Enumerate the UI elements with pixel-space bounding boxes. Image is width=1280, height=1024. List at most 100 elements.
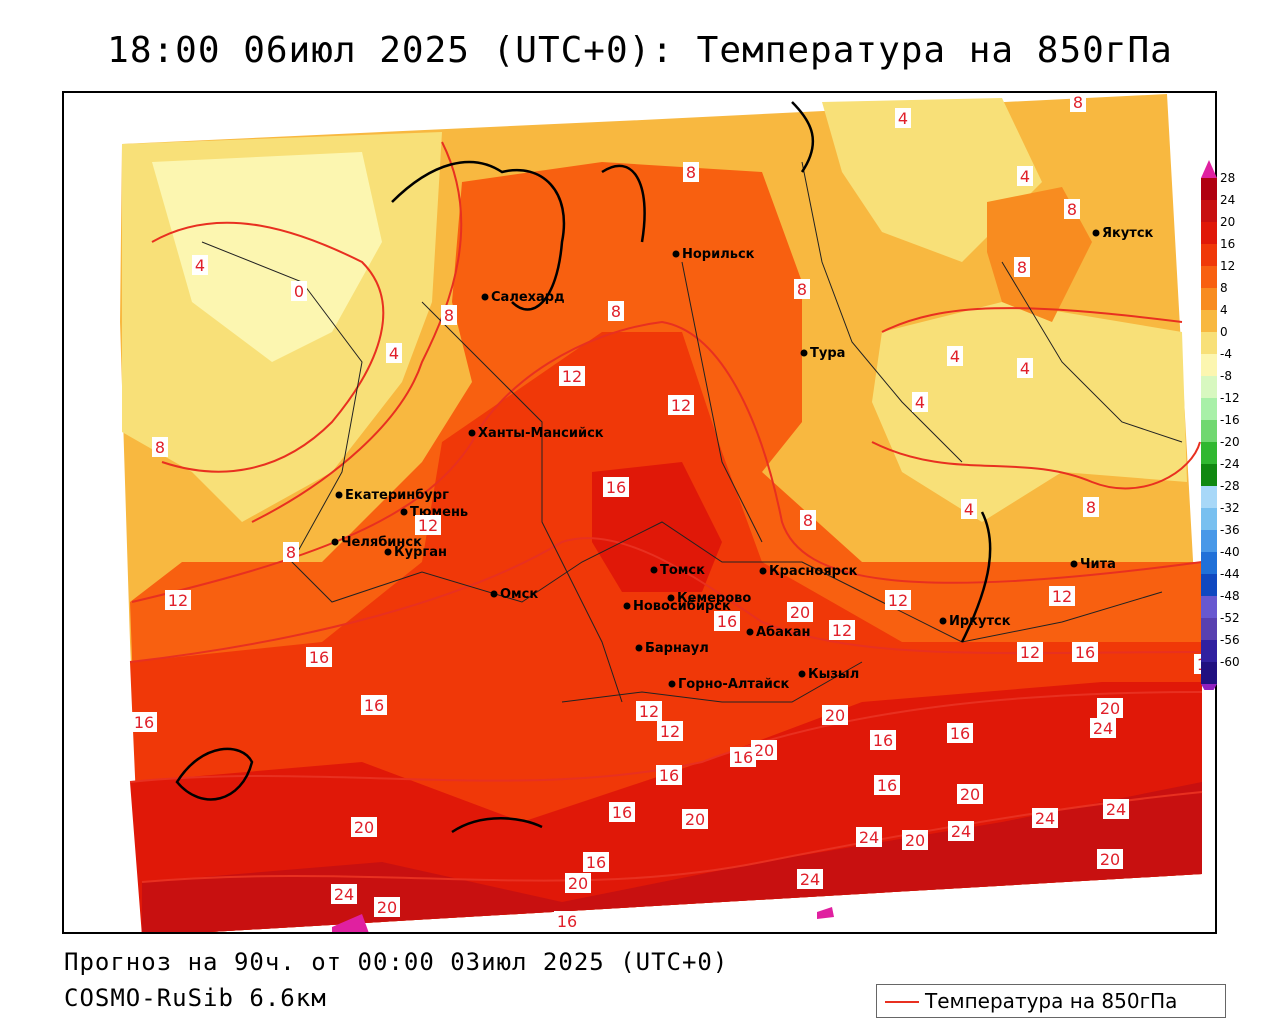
contour-label: 4 — [1017, 166, 1033, 186]
city-marker[interactable]: Ханты-Мансийск — [468, 426, 604, 441]
colorbar-segment — [1201, 442, 1217, 464]
legend: Температура на 850гПа — [876, 984, 1226, 1018]
city-marker[interactable]: Иркутск — [939, 614, 1011, 629]
city-marker[interactable]: Челябинск — [331, 535, 423, 550]
contour-value: 4 — [195, 256, 205, 275]
contour-value: 8 — [797, 280, 807, 299]
contour-label: 8 — [152, 437, 168, 457]
colorbar-tick-label: -8 — [1220, 369, 1232, 383]
city-marker[interactable]: Тура — [800, 346, 846, 361]
contour-value: 8 — [686, 163, 696, 182]
contour-label: 8 — [283, 542, 299, 562]
colorbar-segment — [1201, 244, 1217, 266]
city-dot — [623, 602, 631, 610]
city-marker[interactable]: Екатеринбург — [335, 488, 450, 503]
colorbar-bottom-arrow — [1201, 684, 1217, 690]
city-marker[interactable]: Красноярск — [759, 564, 858, 579]
contour-value: 8 — [1073, 93, 1083, 112]
contour-value: 16 — [586, 853, 606, 872]
colorbar-segment — [1201, 376, 1217, 398]
contour-value: 12 — [418, 516, 438, 535]
colorbar-segment — [1201, 200, 1217, 222]
colorbar-tick-label: 24 — [1220, 193, 1236, 207]
city-dot — [800, 349, 808, 357]
city-label: Горно-Алтайск — [678, 677, 790, 692]
field-24 — [142, 782, 1202, 932]
colorbar-segment — [1201, 662, 1217, 684]
city-marker[interactable]: Омск — [490, 587, 539, 602]
colorbar-tick-label: -4 — [1220, 347, 1232, 361]
colorbar-tick-label: -60 — [1220, 655, 1240, 669]
city-marker[interactable]: Абакан — [746, 625, 811, 640]
city-dot — [759, 567, 767, 575]
cities-layer: Норильск Салехард Якутск Тура Ханты-Мансийск… — [331, 226, 1154, 692]
city-marker[interactable]: Кызыл — [798, 667, 860, 682]
contour-value: 20 — [905, 831, 925, 850]
contour-label: 16 — [554, 911, 580, 931]
contour-value: 4 — [964, 500, 974, 519]
contour-value: 12 — [660, 722, 680, 741]
contour-label: 20 — [957, 784, 983, 804]
contour-label: 8 — [794, 279, 810, 299]
contour-label: 12 — [1049, 586, 1075, 606]
contour-label: 12 — [165, 590, 191, 610]
colorbar-segment — [1201, 464, 1217, 486]
city-dot — [490, 590, 498, 598]
contour-label: 16 — [1072, 642, 1098, 662]
city-marker[interactable]: Новосибирск — [623, 599, 731, 614]
city-label: Екатеринбург — [345, 488, 449, 503]
contour-label: 8 — [800, 510, 816, 530]
contour-value: 8 — [444, 306, 454, 325]
city-marker[interactable]: Кемерово — [667, 591, 752, 606]
city-label: Красноярск — [769, 564, 858, 579]
city-marker[interactable]: Якутск — [1092, 226, 1154, 241]
city-marker[interactable]: Барнаул — [635, 641, 709, 656]
contour-value: 12 — [671, 396, 691, 415]
contour-label: 16 — [131, 712, 157, 732]
contour-label: 12 — [415, 515, 441, 535]
contour-label: 20 — [822, 705, 848, 725]
contour-value: 16 — [717, 612, 737, 631]
city-label: Барнаул — [645, 641, 709, 656]
contour-value: 24 — [1093, 719, 1113, 738]
contour-value: 20 — [1100, 850, 1120, 869]
city-marker[interactable]: Горно-Алтайск — [668, 677, 790, 692]
contour-label: 20 — [1097, 698, 1123, 718]
contour-label: 20 — [1097, 849, 1123, 869]
contour-label: 12 — [668, 395, 694, 415]
colorbar-tick-label: -16 — [1220, 413, 1240, 427]
contour-label: 20 — [351, 817, 377, 837]
contour-value: 16 — [612, 803, 632, 822]
city-dot — [1092, 229, 1100, 237]
hot-spot-2 — [817, 907, 834, 919]
colorbar-top-arrow — [1201, 160, 1217, 178]
contour-value: 20 — [377, 898, 397, 917]
contour-value: 16 — [364, 696, 384, 715]
city-label: Тура — [810, 346, 845, 361]
city-dot — [335, 491, 343, 499]
city-label: Кемерово — [677, 591, 751, 606]
contour-value: 0 — [294, 282, 304, 301]
city-marker[interactable]: Норильск — [672, 247, 755, 262]
colorbar-segment — [1201, 552, 1217, 574]
city-label: Чита — [1080, 557, 1116, 572]
contour-value: 20 — [790, 603, 810, 622]
city-label: Салехард — [491, 290, 565, 305]
contour-value: 16 — [877, 776, 897, 795]
contour-label: 16 — [609, 802, 635, 822]
hot-spot-1 — [332, 914, 369, 932]
contour-value: 16 — [134, 713, 154, 732]
city-marker[interactable]: Чита — [1070, 557, 1116, 572]
city-dot — [939, 617, 947, 625]
colorbar-tick-label: -28 — [1220, 479, 1240, 493]
city-marker[interactable]: Салехард — [481, 290, 565, 305]
city-marker[interactable]: Курган — [384, 545, 447, 560]
contour-value: 16 — [1075, 643, 1095, 662]
temperature-map[interactable]: Норильск Салехард Якутск Тура Ханты-Мансийск… — [62, 91, 1217, 934]
contour-value: 8 — [1067, 200, 1077, 219]
contour-label: 24 — [331, 884, 357, 904]
city-marker[interactable]: Томск — [650, 563, 706, 578]
contour-value: 12 — [832, 621, 852, 640]
colorbar-tick-label: 0 — [1220, 325, 1228, 339]
